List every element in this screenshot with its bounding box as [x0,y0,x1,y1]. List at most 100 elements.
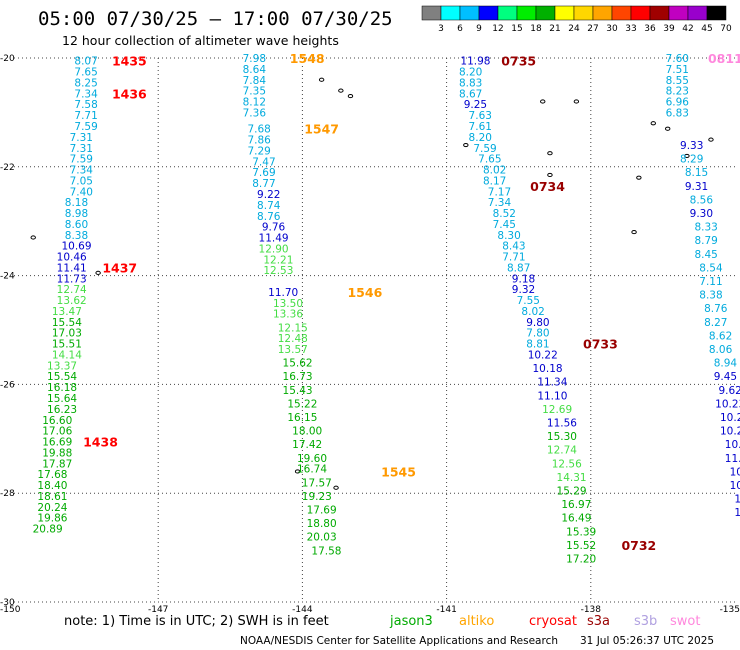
wave-height-label: 16.49 [561,513,591,525]
wave-height-label: 19.23 [302,491,332,503]
wave-height-label: 17.03 [52,328,82,340]
longitude-tick-label: -141 [436,605,456,615]
latitude-tick-label: -24 [0,272,15,282]
wave-height-label: 9.76 [262,222,286,234]
wave-height-label: 13.47 [52,306,82,318]
wave-height-label: 7.80 [526,328,549,340]
wave-height-label: 7.05 [70,175,93,187]
island-marker [547,172,553,178]
wave-height-label: 12.15 [278,322,308,334]
color-scale-swatch [706,5,727,21]
wave-height-label: 8.15 [685,167,708,179]
wave-height-label: 17.20 [566,553,596,565]
wave-height-label: 10.92 [730,480,740,492]
wave-height-label: 19.88 [42,447,72,459]
longitude-tick-label: -135 [720,605,740,615]
wave-height-label: 16.23 [47,404,77,416]
pass-time-label: 1546 [347,285,382,300]
wave-height-label: 18.00 [292,426,322,438]
wave-height-label: 7.40 [70,186,93,198]
wave-height-label: 20.89 [33,524,63,536]
pass-time-label: 0735 [501,54,536,69]
wave-height-label: 6.96 [666,97,690,109]
wave-height-label: 15.54 [47,371,77,383]
color-scale-label: 24 [568,24,580,34]
wave-height-label: 9.33 [680,140,703,152]
wave-height-label: 15.22 [287,398,317,410]
wave-height-label: 13.37 [47,360,77,372]
wave-height-label: 18.61 [37,491,67,503]
color-scale-label: 70 [720,24,732,34]
satellite-legend-altiko: altiko [459,614,494,629]
wave-height-label: 7.29 [247,145,270,157]
wave-height-label: 11.56 [547,417,577,429]
wave-height-label: 16.60 [42,415,72,427]
color-scale-swatch [421,5,442,21]
wave-height-label: 7.34 [488,197,512,209]
wave-height-label: 7.55 [517,295,540,307]
wave-height-label: 8.60 [65,219,88,231]
wave-height-label: 8.12 [243,97,266,109]
wave-height-label: 8.30 [497,230,520,242]
satellite-legend-jason3: jason3 [389,614,433,629]
wave-height-label: 11.10 [537,390,567,402]
pass-time-label: 0734 [530,179,565,194]
island-marker [547,151,553,156]
wave-height-label: 8.74 [257,200,281,212]
island-marker [540,99,546,104]
wave-height-label: 9.22 [257,189,280,201]
footer-note: note: 1) Time is in UTC; 2) SWH is in fe… [64,614,329,629]
wave-height-label: 7.59 [70,154,93,166]
wave-height-label: 8.06 [709,344,733,356]
island-marker [573,99,580,104]
island-marker [95,270,101,275]
wave-height-label: 8.76 [704,303,728,315]
color-scale-swatch [592,5,613,21]
wave-height-label: 14.14 [52,349,82,361]
wave-height-label: 15.39 [566,526,596,538]
wave-height-label: 15.51 [52,339,82,351]
wave-height-label: 7.59 [74,121,97,133]
lat-lon-grid [14,57,735,603]
wave-height-label: 10.29 [720,412,740,424]
wave-height-label: 12.69 [542,404,572,416]
wave-height-label: 12.90 [259,243,289,255]
island-marker [318,77,325,82]
longitude-tick-label: -144 [292,605,313,615]
wave-height-label: 15.30 [547,431,577,443]
color-scale-label: 9 [476,24,482,34]
wave-height-label: 15.52 [566,540,596,552]
wave-height-label: 13.50 [273,298,303,310]
wave-height-label: 7.65 [478,154,501,166]
island-marker [338,88,344,93]
wave-height-label: 10.75 [725,439,740,451]
wave-height-label: 11.41 [57,262,87,274]
wave-height-label: 16.18 [47,382,77,394]
wave-height-label: 12.74 [57,284,87,296]
latitude-tick-label: -22 [0,163,15,173]
wave-height-label: 11.66 [725,453,740,465]
pass-time-label: 1437 [102,260,137,275]
wave-height-label: 19.86 [37,513,67,525]
wave-height-label: 8.67 [459,88,482,100]
color-scale-swatch [573,5,594,21]
wave-height-label: 20.03 [307,532,337,544]
wave-height-label: 8.76 [257,211,281,223]
wave-height-label: 15.62 [283,358,313,370]
color-scale-swatch [516,5,537,21]
chart-title: 05:00 07/30/25 — 17:00 07/30/25 [38,8,393,30]
satellite-legend: jason3 altiko cryosat s3a s3b swot [389,614,700,629]
wave-height-label: 8.83 [459,77,482,89]
color-scale-swatch [497,5,518,21]
latitude-tick-label: -30 [0,598,15,608]
color-scale-swatch [440,5,461,21]
wave-height-label: 11.98 [460,56,490,68]
wave-height-label: 8.23 [666,86,689,98]
color-scale-swatch [459,5,480,21]
wave-height-label: 8.55 [666,75,689,87]
color-scale-label: 27 [587,24,598,34]
wave-height-label: 8.62 [709,330,732,342]
wave-height-label: 18.80 [307,518,337,530]
wave-height-label: 7.11 [699,276,722,288]
